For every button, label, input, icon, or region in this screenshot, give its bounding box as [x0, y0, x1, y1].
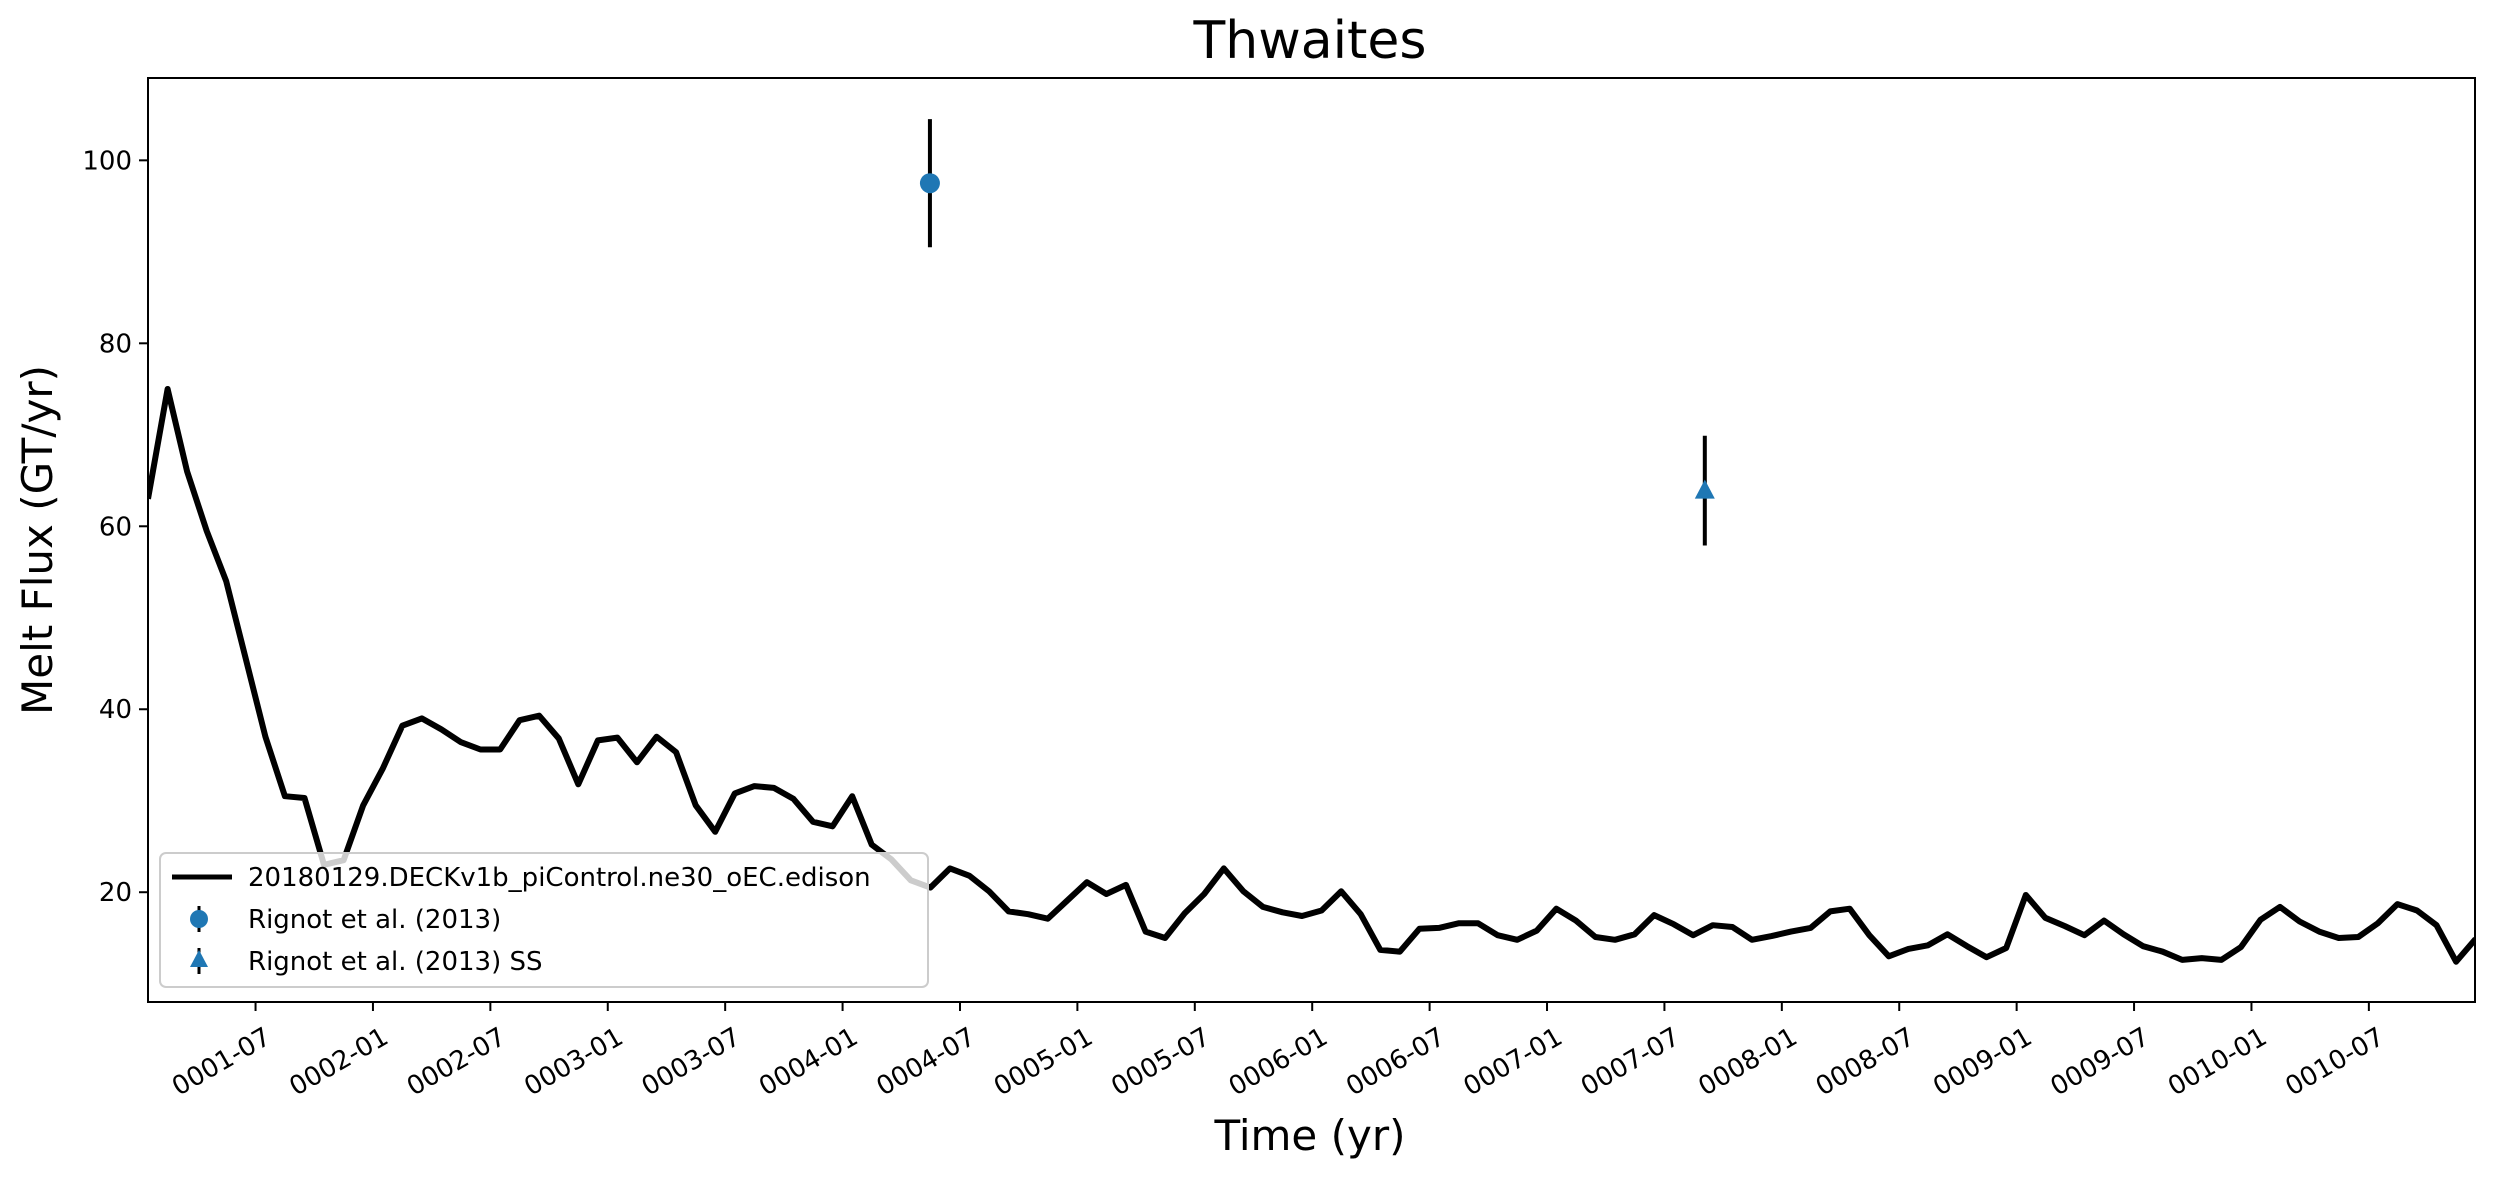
- chart-title: Thwaites: [1192, 11, 1426, 71]
- series-point-rignot-ss: [1694, 435, 1715, 546]
- series-line-model: [148, 386, 2475, 965]
- legend-label-model: 20180129.DECKv1b_piControl.ne30_oEC.edis…: [248, 863, 871, 893]
- y-tick-label: 60: [99, 512, 132, 542]
- y-tick-label: 20: [99, 878, 132, 908]
- y-axis: 20 40 60 80 100: [82, 146, 148, 908]
- data-point: [919, 173, 940, 194]
- y-tick-label: 40: [99, 695, 132, 725]
- legend-label-rignot: Rignot et al. (2013): [248, 905, 501, 935]
- legend-box: [159, 852, 929, 988]
- plot-area: [148, 119, 2475, 965]
- x-axis-label: Time (yr): [1213, 1111, 1405, 1160]
- legend: 20180129.DECKv1b_piControl.ne30_oEC.edis…: [159, 852, 929, 988]
- data-point: [1694, 479, 1715, 499]
- y-tick-label: 100: [82, 146, 132, 176]
- legend-triangle-swatch: [190, 948, 208, 974]
- y-axis-label: Melt Flux (GT/yr): [13, 365, 62, 715]
- series-point-rignot: [919, 119, 940, 248]
- y-tick-label: 80: [99, 329, 132, 359]
- legend-circle-swatch: [190, 906, 208, 932]
- legend-label-rignot-ss: Rignot et al. (2013) SS: [248, 947, 543, 977]
